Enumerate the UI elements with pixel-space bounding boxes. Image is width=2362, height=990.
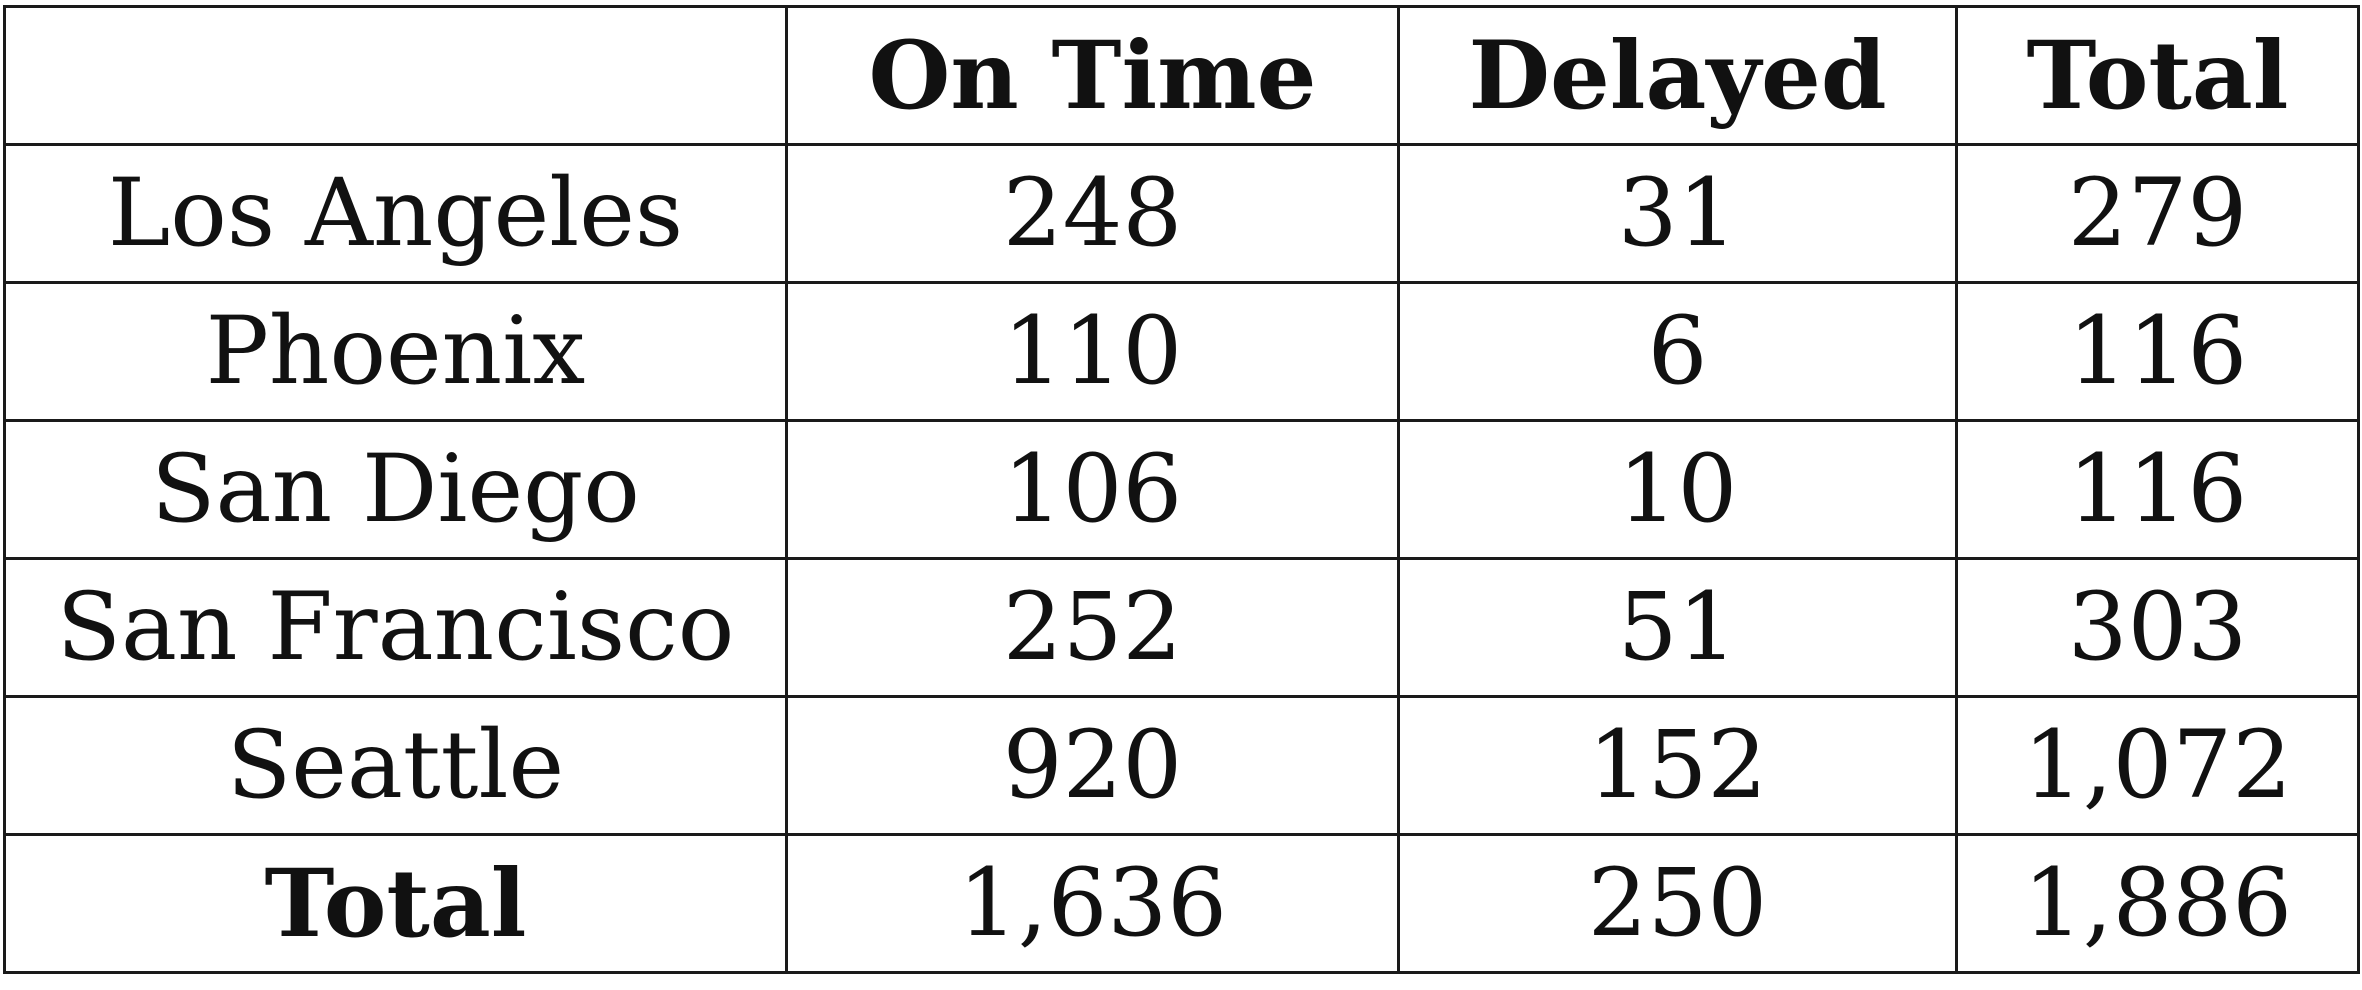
- delayed-cell: 152: [1397, 695, 1958, 836]
- on-time-cell: 248: [785, 143, 1400, 284]
- table-row: Seattle 920 152 1,072: [3, 695, 2360, 836]
- table-row: Los Angeles 248 31 279: [3, 143, 2360, 284]
- row-label: San Diego: [3, 419, 788, 560]
- on-time-cell: 252: [785, 557, 1400, 698]
- delayed-cell: 51: [1397, 557, 1958, 698]
- total-cell: 116: [1955, 281, 2360, 422]
- on-time-cell: 110: [785, 281, 1400, 422]
- totals-label: Total: [3, 833, 788, 974]
- total-cell: 303: [1955, 557, 2360, 698]
- total-cell: 279: [1955, 143, 2360, 284]
- on-time-total-cell: 1,636: [785, 833, 1400, 974]
- delayed-cell: 6: [1397, 281, 1958, 422]
- grand-total-cell: 1,886: [1955, 833, 2360, 974]
- row-label: Phoenix: [3, 281, 788, 422]
- on-time-cell: 106: [785, 419, 1400, 560]
- flight-status-table: On Time Delayed Total Los Angeles 248 31…: [3, 5, 2360, 974]
- table-row: San Francisco 252 51 303: [3, 557, 2360, 698]
- row-label: Seattle: [3, 695, 788, 836]
- total-cell: 116: [1955, 419, 2360, 560]
- row-label: San Francisco: [3, 557, 788, 698]
- delayed-total-cell: 250: [1397, 833, 1958, 974]
- delayed-cell: 31: [1397, 143, 1958, 284]
- table-row: San Diego 106 10 116: [3, 419, 2360, 560]
- column-header-delayed: Delayed: [1397, 5, 1958, 146]
- row-label: Los Angeles: [3, 143, 788, 284]
- column-header-total: Total: [1955, 5, 2360, 146]
- corner-cell: [3, 5, 788, 146]
- totals-row: Total 1,636 250 1,886: [3, 833, 2360, 974]
- on-time-cell: 920: [785, 695, 1400, 836]
- total-cell: 1,072: [1955, 695, 2360, 836]
- table-row: Phoenix 110 6 116: [3, 281, 2360, 422]
- header-row: On Time Delayed Total: [3, 5, 2360, 146]
- delayed-cell: 10: [1397, 419, 1958, 560]
- column-header-on-time: On Time: [785, 5, 1400, 146]
